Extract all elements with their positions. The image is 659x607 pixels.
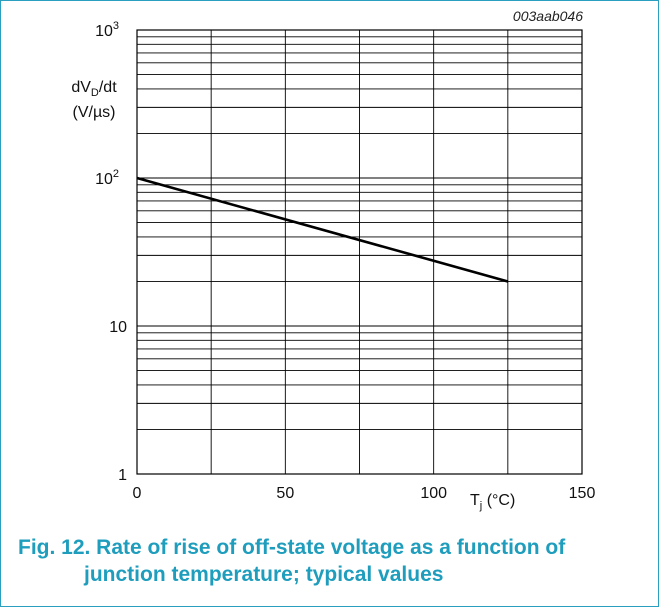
x-axis-unit: (°C) [486,492,516,509]
y-axis-unit: (V/µs) [72,104,116,122]
series-line [136,176,509,283]
caption-line-2: junction temperature; typical values [84,563,444,586]
y-tick-label: 1 [118,467,127,484]
x-axis-label: Tj (°C) [470,492,515,512]
figure-code: 003aab046 [512,8,583,24]
x-tick-label: 150 [569,485,596,502]
caption-line-1: Fig. 12. Rate of rise of off-state volta… [18,536,566,559]
y-tick-label: 102 [95,168,119,188]
x-axis-label-sub: j [479,500,483,513]
x-tick-label: 0 [133,485,142,502]
series-group [136,176,509,283]
x-tick-label: 100 [420,485,447,502]
tick-labels: 0 50 100 150 1 10 102 103 [95,20,595,502]
y-axis-label-sub: D [90,87,99,100]
y-tick-label: 10 [109,319,127,336]
figure-caption: Fig. 12. Rate of rise of off-state volta… [18,534,648,588]
y-axis-label-main: dV [71,79,91,96]
x-tick-label: 50 [276,485,294,502]
grid [136,29,583,475]
y-tick-label: 103 [95,20,119,40]
y-axis-label-tail: /dt [98,79,117,96]
chart-svg: 0 50 100 150 1 10 102 103 [95,20,595,502]
y-axis-label: dVD/dt (V/µs) [54,78,134,123]
x-axis-label-main: T [470,492,480,509]
